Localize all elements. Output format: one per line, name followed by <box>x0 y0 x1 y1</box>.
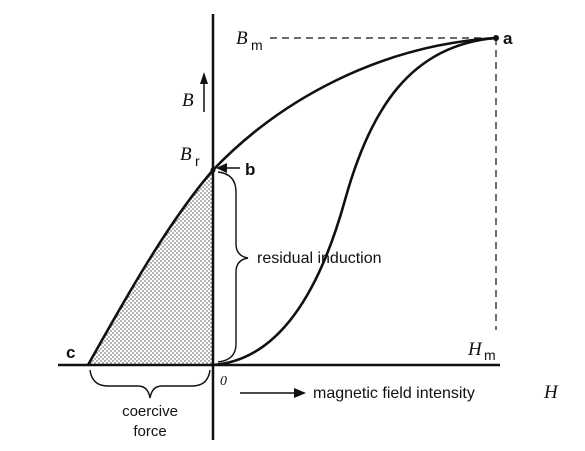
point-a-label: a <box>503 29 513 48</box>
residual-brace <box>217 171 249 363</box>
br-subscript: r <box>195 153 200 169</box>
h-axis-symbol: H <box>543 382 559 403</box>
hm-label: H <box>467 339 483 360</box>
bm-subscript: m <box>251 37 263 53</box>
coercive-brace <box>89 369 211 399</box>
shaded-region <box>88 170 213 365</box>
point-c-label: c <box>66 343 75 362</box>
br-label: B <box>180 144 192 165</box>
h-axis-text: magnetic field intensity <box>313 385 475 402</box>
h-direction-arrow-head <box>294 388 306 398</box>
bm-label: B <box>236 28 248 49</box>
coercive-label-line2: force <box>133 423 166 440</box>
point-a-marker <box>493 35 499 41</box>
b-arrow-head <box>200 72 208 84</box>
b-pointer-head <box>216 163 227 173</box>
residual-induction-label: residual induction <box>257 250 382 267</box>
point-b-label: b <box>245 160 255 179</box>
b-axis-label: B <box>182 90 194 111</box>
lower-curve <box>212 36 497 367</box>
coercive-label-line1: coercive <box>122 403 178 420</box>
upper-curve <box>86 36 497 366</box>
origin-label: 0 <box>220 374 227 389</box>
hm-subscript: m <box>484 347 496 363</box>
point-b-marker <box>210 167 216 173</box>
